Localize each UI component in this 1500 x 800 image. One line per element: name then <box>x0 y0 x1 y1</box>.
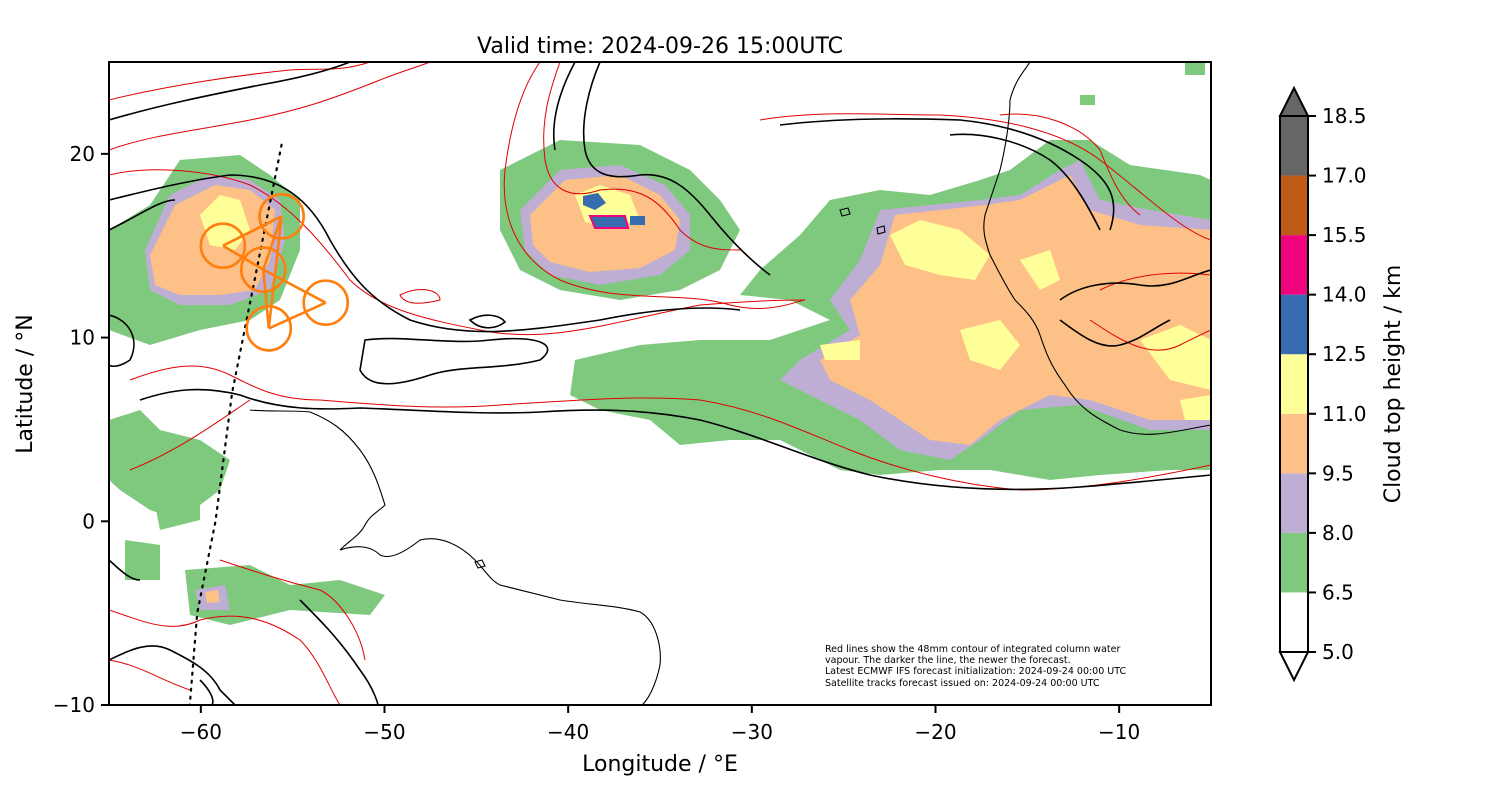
colorbar-segment <box>1280 413 1308 474</box>
colorbar-tick-label: 11.0 <box>1322 402 1367 426</box>
colorbar-frame <box>1279 115 1309 653</box>
colorbar-segment <box>1280 473 1308 533</box>
y-tick-label: −10 <box>53 693 95 717</box>
x-tick-label: −10 <box>1098 720 1140 744</box>
y-tick-label: 10 <box>70 326 95 350</box>
flight-circle-3 <box>239 246 287 293</box>
map-title: Valid time: 2024-09-26 15:00UTC <box>477 34 843 59</box>
colorbar-tick-label: 14.0 <box>1322 283 1367 307</box>
colorbar-label: Cloud top height / km <box>1381 265 1406 504</box>
colorbar-extend-max <box>1278 85 1310 117</box>
cloud-field-14-15-5 <box>588 215 630 229</box>
colorbar-extend-min <box>1278 651 1310 683</box>
flight-pattern <box>199 192 350 352</box>
colorbar-segment <box>1280 294 1308 355</box>
flight-circle-5 <box>245 305 293 352</box>
x-tick-label: −50 <box>363 720 405 744</box>
south-america-coast <box>249 409 661 705</box>
colorbar: 5.0 6.5 8.0 9.5 11.0 12.5 14.0 15.5 17.0 18.5 <box>1278 85 1367 683</box>
colorbar-segment <box>1280 116 1308 176</box>
iwv-contours-older <box>109 62 1211 705</box>
cloud-field-12-5-14b <box>590 216 645 228</box>
coastlines <box>249 62 1211 705</box>
colorbar-segment <box>1280 235 1308 295</box>
y-axis-label: Latitude / °N <box>13 314 38 453</box>
flight-circle-2 <box>258 192 305 240</box>
x-tick-label: −30 <box>731 720 773 744</box>
africa-coast <box>983 62 1211 435</box>
colorbar-tick-label: 17.0 <box>1322 164 1367 188</box>
island-3 <box>876 225 886 235</box>
y-tick-label: 0 <box>82 509 95 533</box>
island-1 <box>474 559 486 569</box>
island-2 <box>839 207 851 217</box>
colorbar-segment <box>1280 592 1308 652</box>
colorbar-segment <box>1280 532 1308 593</box>
colorbar-tick-label: 18.5 <box>1322 104 1367 128</box>
satellite-track <box>188 143 283 705</box>
flight-legs <box>222 215 327 330</box>
x-axis-ticks: −60 −50 −40 −30 −20 −10 <box>180 705 1140 744</box>
colorbar-tick-label: 8.0 <box>1322 521 1354 545</box>
x-axis-label: Longitude / °E <box>582 752 738 777</box>
map-area <box>109 62 1211 705</box>
colorbar-tick-label: 9.5 <box>1322 461 1354 485</box>
cloud-field-12-5-14 <box>583 193 606 210</box>
x-tick-label: −60 <box>180 720 222 744</box>
annotation-line-4: Satellite tracks forecast issued on: 202… <box>825 678 1100 689</box>
flight-circle-4 <box>302 279 350 327</box>
map-frame <box>108 61 1212 706</box>
colorbar-segment <box>1280 175 1308 236</box>
colorbar-segment <box>1280 354 1308 414</box>
x-tick-label: −20 <box>914 720 956 744</box>
x-tick-label: −40 <box>547 720 589 744</box>
y-axis-ticks: −10 0 10 20 <box>53 142 109 717</box>
colorbar-tick-label: 6.5 <box>1322 580 1354 604</box>
annotation: Red lines show the 48mm contour of integ… <box>825 644 1126 689</box>
annotation-line-1: Red lines show the 48mm contour of integ… <box>825 644 1120 655</box>
flight-circle-1 <box>199 222 247 270</box>
colorbar-tick-label: 12.5 <box>1322 342 1367 366</box>
annotation-line-2: vapour. The darker the line, the newer t… <box>825 655 1071 666</box>
colorbar-tick-label: 15.5 <box>1322 223 1367 247</box>
iwv-contours-newest <box>109 62 1211 705</box>
y-tick-label: 20 <box>70 142 95 166</box>
annotation-line-3: Latest ECMWF IFS forecast initialization… <box>825 666 1126 677</box>
colorbar-tick-label: 5.0 <box>1322 640 1354 664</box>
